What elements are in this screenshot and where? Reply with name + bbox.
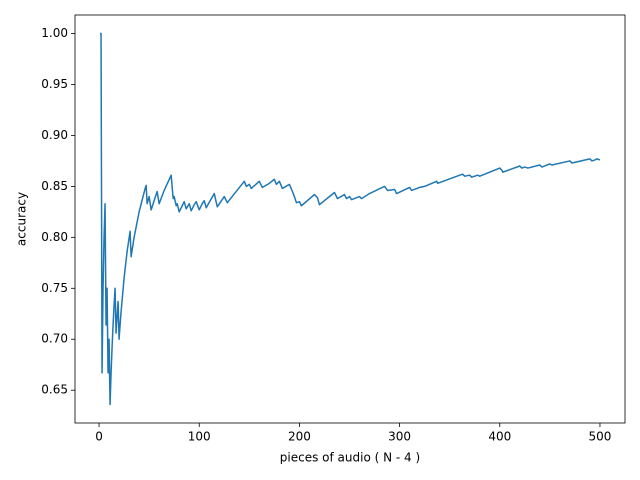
y-tick-label: 0.80 bbox=[41, 230, 68, 244]
x-tick-label: 200 bbox=[288, 430, 311, 444]
y-tick-label: 0.90 bbox=[41, 128, 68, 142]
x-axis-label: pieces of audio ( N - 4 ) bbox=[280, 451, 420, 465]
y-tick-label: 0.75 bbox=[41, 281, 68, 295]
plot-frame bbox=[74, 14, 626, 424]
x-tick-label: 100 bbox=[188, 430, 211, 444]
y-axis-label: accuracy bbox=[15, 192, 29, 246]
y-tick-label: 0.85 bbox=[41, 179, 68, 193]
y-tick-label: 0.65 bbox=[41, 383, 68, 397]
x-tick-label: 0 bbox=[95, 430, 103, 444]
x-tick-label: 300 bbox=[388, 430, 411, 444]
y-tick-label: 0.95 bbox=[41, 77, 68, 91]
x-tick-label: 400 bbox=[488, 430, 511, 444]
y-tick-label: 1.00 bbox=[41, 26, 68, 40]
x-tick-label: 500 bbox=[589, 430, 612, 444]
data-line bbox=[100, 32, 601, 406]
y-tick-label: 0.70 bbox=[41, 332, 68, 346]
